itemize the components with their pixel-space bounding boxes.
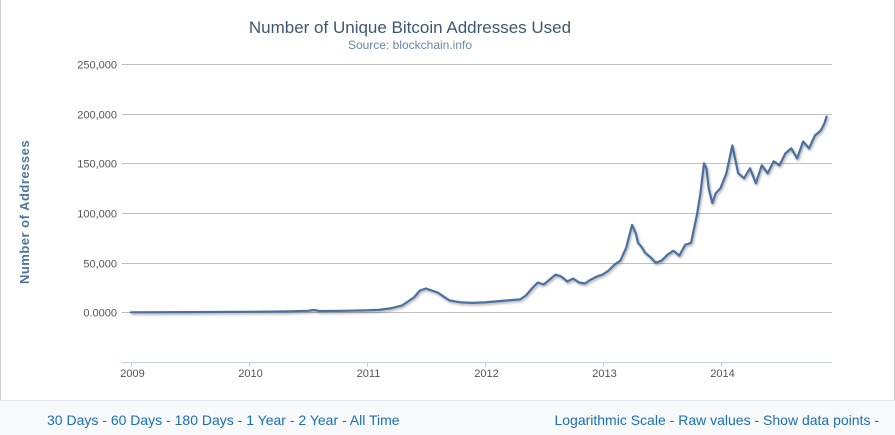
chart-subtitle: Source: blockchain.info xyxy=(348,38,472,52)
link-separator: - xyxy=(285,412,299,428)
frame-left-edge xyxy=(0,0,1,434)
y-axis-ticks: 250,000 200,000 150,000 100,000 50,000 0.0000 xyxy=(77,60,117,320)
x-tick-label: 2009 xyxy=(120,368,144,380)
link-separator: - xyxy=(750,412,764,428)
y-tick-label: 50,000 xyxy=(83,259,117,271)
y-tick-label: 250,000 xyxy=(77,60,117,72)
y-tick-label: 200,000 xyxy=(77,110,117,122)
range-link-60-days[interactable]: 60 Days xyxy=(110,412,163,428)
link-separator: - xyxy=(665,412,679,428)
grid-lines xyxy=(122,64,832,313)
footer-bar: 30 Days - 60 Days - 180 Days - 1 Year - … xyxy=(0,400,895,435)
range-link-30-days[interactable]: 30 Days xyxy=(47,412,99,428)
y-tick-label: 100,000 xyxy=(77,209,117,221)
link-separator: - xyxy=(338,412,350,428)
option-link-raw-values[interactable]: Raw values xyxy=(678,412,751,428)
x-tick-label: 2010 xyxy=(238,368,262,380)
option-link-show-data-points[interactable]: Show data points xyxy=(763,412,871,428)
option-link-logarithmic-scale[interactable]: Logarithmic Scale xyxy=(554,412,666,428)
line-chart: Number of Unique Bitcoin Addresses Used … xyxy=(17,18,832,380)
series-layer xyxy=(129,115,828,314)
y-tick-label: 150,000 xyxy=(77,159,117,171)
link-separator: - xyxy=(98,412,111,428)
link-separator: - xyxy=(162,412,175,428)
trailing-separator: - xyxy=(870,412,879,428)
range-link-1-year[interactable]: 1 Year xyxy=(246,412,286,428)
time-range-links: 30 Days - 60 Days - 180 Days - 1 Year - … xyxy=(47,412,400,428)
x-tick-label: 2011 xyxy=(357,368,381,380)
x-tick-label: 2014 xyxy=(710,368,734,380)
x-tick-label: 2013 xyxy=(592,368,616,380)
display-option-links: Logarithmic Scale - Raw values - Show da… xyxy=(554,412,879,428)
range-link-all-time[interactable]: All Time xyxy=(349,412,400,428)
y-tick-label: 0.0000 xyxy=(83,308,117,320)
x-axis: 2009 2010 2011 2012 2013 2014 xyxy=(120,362,832,380)
range-link-2-year[interactable]: 2 Year xyxy=(298,412,339,428)
x-tick-label: 2012 xyxy=(474,368,498,380)
series-line xyxy=(129,115,828,314)
range-link-180-days[interactable]: 180 Days xyxy=(174,412,234,428)
y-axis-label: Number of Addresses xyxy=(17,140,32,284)
link-separator: - xyxy=(233,412,247,428)
chart-title: Number of Unique Bitcoin Addresses Used xyxy=(249,18,571,37)
